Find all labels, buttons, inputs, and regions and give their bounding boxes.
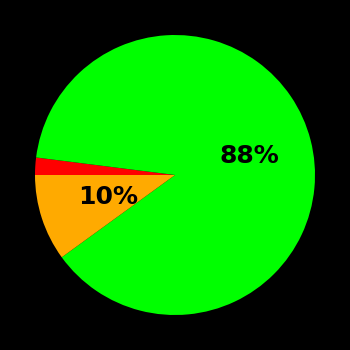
Text: 88%: 88% xyxy=(220,144,279,168)
Wedge shape xyxy=(35,175,175,257)
Wedge shape xyxy=(36,35,315,315)
Wedge shape xyxy=(35,158,175,175)
Text: 10%: 10% xyxy=(78,185,139,209)
